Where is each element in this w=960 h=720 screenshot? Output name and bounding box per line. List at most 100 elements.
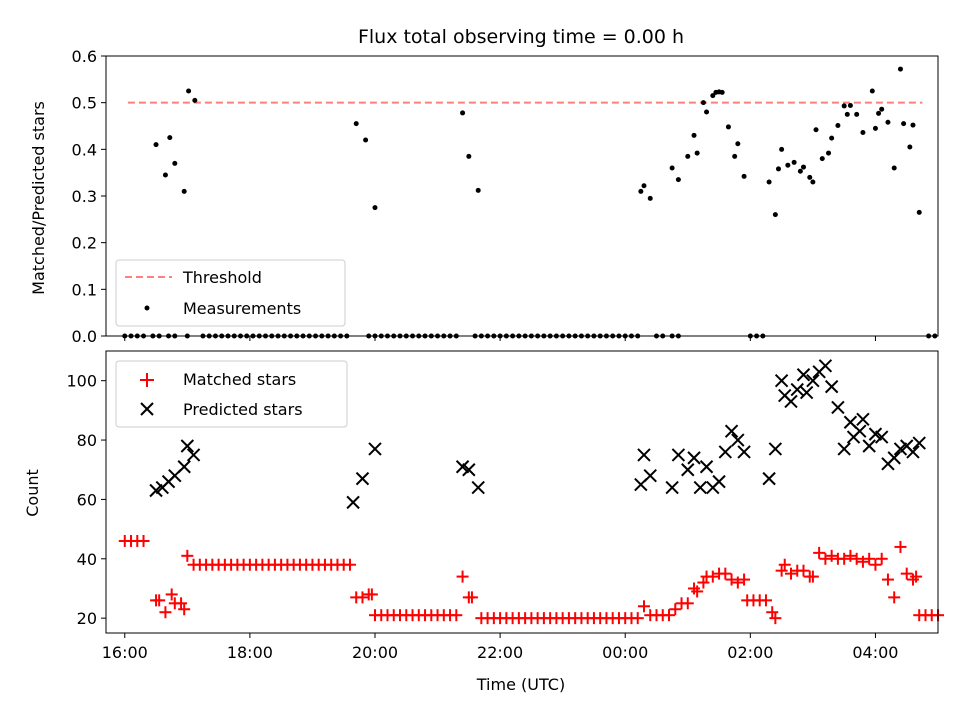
matched-stars-point (631, 612, 644, 625)
predicted-stars-point (643, 468, 657, 483)
predicted-stars-point (862, 439, 876, 453)
predicted-stars-point (853, 424, 867, 438)
measurement-point (797, 168, 803, 174)
x-tick-label: 22:00 (477, 643, 523, 662)
matched-stars-point (769, 612, 782, 625)
predicted-stars-point (824, 379, 839, 394)
x-tick-label: 20:00 (352, 643, 398, 662)
predicted-stars-point (368, 442, 382, 456)
measurement-point (638, 188, 644, 194)
matched-stars-point (844, 549, 857, 562)
matched-stars-point (738, 573, 751, 586)
matched-stars-point (881, 573, 894, 586)
legend-predicted-label: Predicted stars (183, 400, 303, 419)
measurement-point (167, 135, 173, 141)
top-plot-frame (105, 55, 939, 337)
top-y-ticks: 0.0 0.1 0.2 0.3 0.4 0.5 0.6 (72, 47, 106, 346)
measurement-point (460, 110, 466, 116)
predicted-stars-point (774, 373, 789, 388)
matched-stars-point (165, 588, 178, 601)
legend-measurements-label: Measurements (183, 299, 301, 318)
measurement-point (901, 121, 907, 127)
measurement-point (685, 153, 691, 159)
top-y-tick-label: 0.1 (72, 280, 97, 299)
measurement-point (641, 183, 647, 189)
predicted-stars-point (724, 424, 739, 438)
measurement-point (876, 110, 882, 116)
predicted-stars-point (186, 448, 201, 462)
measurement-point (732, 153, 738, 159)
measurement-point (192, 97, 198, 103)
predicted-stars-point (799, 385, 814, 400)
matched-stars-point (894, 540, 907, 553)
predicted-stars-point (731, 433, 745, 447)
predicted-stars-point (671, 448, 686, 462)
measurement-point (675, 177, 681, 183)
top-panel: Flux total observing time = 0.00 h Match… (29, 26, 939, 346)
matched-stars-point (766, 606, 779, 619)
measurement-point (841, 103, 847, 109)
measurement-point (710, 93, 716, 99)
legend-predicted-swatch (140, 402, 154, 416)
matched-stars-point (153, 594, 166, 607)
bottom-y-tick-label: 40 (77, 550, 97, 569)
measurement-point (719, 89, 725, 95)
matched-stars-point (663, 609, 676, 622)
predicted-stars-point (180, 439, 195, 453)
measurement-point (725, 124, 731, 130)
measurement-point (819, 156, 825, 162)
matched-stars-point (688, 582, 701, 595)
measurement-point (879, 106, 885, 112)
matched-stars-point (137, 534, 150, 547)
matched-stars-point (784, 567, 797, 580)
x-tick-label: 02:00 (727, 643, 773, 662)
measurement-point (466, 153, 472, 159)
bottom-legend-box (115, 360, 348, 428)
legend-matched-label: Matched stars (183, 370, 296, 389)
bottom-y-tick-label: 20 (77, 609, 97, 628)
predicted-stars-point (796, 368, 811, 382)
top-legend-box (115, 259, 346, 327)
predicted-stars-point (471, 480, 485, 495)
matched-stars-point (875, 552, 888, 565)
predicted-stars-point (712, 474, 726, 489)
bottom-x-ticks: 16:00 18:00 20:00 22:00 00:00 02:00 04:00 (102, 633, 898, 662)
matched-stars-point (850, 552, 863, 565)
bottom-plot-area (118, 359, 944, 625)
matched-stars-point (806, 570, 819, 583)
x-tick-label: 16:00 (102, 643, 148, 662)
measurement-point (186, 88, 192, 94)
matched-stars-point (906, 573, 919, 586)
measurement-point (835, 123, 841, 129)
matched-stars-point (465, 591, 478, 604)
predicted-stars-point (693, 480, 707, 495)
top-y-tick-label: 0.5 (72, 94, 97, 113)
measurement-point (785, 162, 791, 168)
x-tick-label: 00:00 (602, 643, 648, 662)
x-tick-label: 04:00 (852, 643, 898, 662)
measurement-point (807, 174, 813, 180)
matched-stars-point (159, 606, 172, 619)
matched-stars-point (456, 570, 469, 583)
predicted-stars-point (874, 430, 889, 444)
matched-stars-point (869, 558, 882, 571)
measurement-point (775, 166, 781, 172)
predicted-stars-point (818, 359, 833, 373)
matched-stars-point (343, 558, 356, 571)
bottom-y-tick-label: 100 (66, 372, 97, 391)
measurement-point (844, 111, 850, 117)
measurement-point (801, 164, 807, 170)
measurement-point (669, 165, 675, 171)
matched-stars-point (356, 591, 369, 604)
top-y-tick-label: 0.6 (72, 47, 97, 66)
measurement-point (172, 160, 178, 166)
measurement-point (372, 205, 378, 211)
top-legend: Threshold Measurements (115, 259, 346, 327)
bottom-y-axis-label: Count (23, 469, 42, 517)
measurement-point (910, 122, 916, 128)
top-y-tick-label: 0.0 (72, 327, 97, 346)
matched-stars-point (775, 564, 788, 577)
measurement-point (860, 130, 866, 136)
matched-stars-point (888, 591, 901, 604)
